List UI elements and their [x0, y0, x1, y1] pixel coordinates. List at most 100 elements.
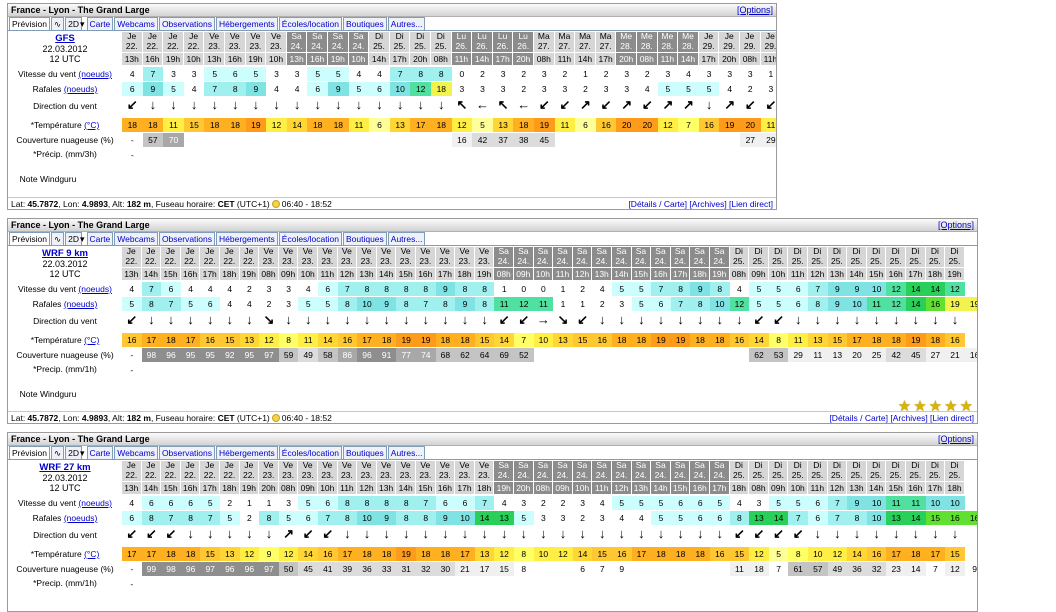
dir-cell: ↓ — [481, 526, 488, 541]
dir-cell: ↙ — [145, 526, 157, 541]
tab-boutiques[interactable]: Boutiques — [342, 232, 387, 245]
tab-webcams[interactable]: Webcams — [114, 232, 158, 245]
days-cell: Sa — [631, 247, 652, 257]
unit-link[interactable]: (noeuds) — [78, 284, 112, 294]
model-link[interactable]: WRF 9 km — [42, 248, 88, 259]
tab-carte[interactable]: Carte — [86, 446, 114, 459]
hours-cell: 12h — [337, 267, 358, 280]
timezone-offset: (UTC+1) — [234, 199, 270, 209]
hours-cell: 15h — [631, 267, 652, 280]
dir-cell: ↙ — [753, 526, 765, 541]
dir-cell: ↓ — [396, 97, 404, 112]
hours-cell: 13h — [204, 52, 225, 65]
wind-cell: 11 — [906, 496, 926, 510]
wind-cell: 9 — [827, 282, 848, 296]
wind-cell: 1 — [494, 282, 514, 296]
footer-links[interactable]: [Détails / Carte] [Archives] [Lien direc… — [829, 413, 974, 423]
gust-cell: 6 — [808, 511, 828, 525]
options-link[interactable]: [Options] — [937, 434, 974, 444]
cloud-cell — [631, 348, 652, 362]
tab-webcams[interactable]: Webcams — [114, 446, 158, 459]
tab-webcams[interactable]: Webcams — [114, 17, 158, 30]
tab-2d-dropdown[interactable]: 2D — [65, 232, 82, 245]
tab-autres[interactable]: Autres... — [387, 232, 426, 245]
unit-link[interactable]: (°C) — [84, 549, 100, 559]
tab-chart-icon[interactable]: ∿ — [50, 17, 65, 30]
hours-cell: 18h — [474, 481, 495, 494]
gust-cell: 9 — [245, 82, 267, 96]
chevron-down-icon[interactable]: ▾ — [79, 448, 85, 458]
row-label-cloud: Couverture nuageuse (%) — [8, 562, 122, 576]
unit-link[interactable]: (noeuds) — [63, 84, 98, 94]
unit-link[interactable]: (noeuds) — [63, 299, 98, 309]
wind-cell: 3 — [534, 67, 555, 81]
altitude-value: 182 m — [126, 199, 151, 209]
temp-cell: 18 — [161, 333, 181, 347]
days-cell: Sa — [533, 247, 554, 257]
tab-prevision[interactable]: Prévision — [9, 446, 50, 459]
tab-ecoles[interactable]: Écoles/location — [278, 446, 342, 459]
dates-cell: 22. — [122, 471, 142, 481]
cloud-cell: 16 — [964, 348, 977, 362]
unit-link[interactable]: (noeuds) — [63, 513, 98, 523]
days-cell: Di — [866, 461, 887, 471]
temp-cell: 12 — [239, 547, 260, 561]
tab-boutiques[interactable]: Boutiques — [342, 446, 387, 459]
tab-prevision[interactable]: Prévision — [9, 232, 50, 245]
temp-cell: 18 — [376, 547, 397, 561]
temp-cell: 17 — [886, 547, 906, 561]
tab-observations[interactable]: Observations — [158, 17, 216, 30]
dir-cell: ↓ — [951, 312, 959, 327]
cloud-cell — [616, 133, 637, 147]
tab-observations[interactable]: Observations — [158, 232, 216, 245]
hours-cell: 20h — [410, 52, 431, 65]
dir-cell: ↓ — [677, 526, 684, 541]
tab-autres[interactable]: Autres... — [387, 17, 426, 30]
days-cell: Ve — [337, 461, 358, 471]
tab-carte[interactable]: Carte — [86, 17, 114, 30]
temp-cell: 18 — [416, 547, 436, 561]
days-cell: Sa — [328, 32, 349, 42]
row-label-temp: *Température (°C) — [8, 547, 122, 561]
footer-links[interactable]: [Détails / Carte] [Archives] [Lien direc… — [628, 199, 773, 209]
dates-cell: 28. — [657, 42, 679, 52]
dates-cell: 25. — [906, 471, 926, 481]
tab-2d-dropdown[interactable]: 2D — [65, 17, 82, 30]
unit-link[interactable]: (noeuds) — [78, 498, 112, 508]
cloud-cell — [651, 348, 671, 362]
gust-cell: 2 — [513, 82, 534, 96]
unit-link[interactable]: (°C) — [84, 335, 100, 345]
chevron-down-icon[interactable]: ▾ — [79, 234, 85, 244]
model-link[interactable]: GFS — [55, 33, 75, 44]
days-cell: Ve — [416, 247, 436, 257]
tab-chart-icon[interactable]: ∿ — [50, 446, 65, 459]
tab-hebergements[interactable]: Hébergements — [216, 232, 278, 245]
hours-cell: 19h — [494, 481, 514, 494]
chevron-down-icon[interactable]: ▾ — [79, 19, 85, 29]
tab-autres[interactable]: Autres... — [387, 446, 426, 459]
temp-cell: 18 — [376, 333, 397, 347]
tab-hebergements[interactable]: Hébergements — [216, 17, 278, 30]
wind-cell: 12 — [886, 282, 906, 296]
hours-cell: 18h — [220, 481, 240, 494]
tab-ecoles[interactable]: Écoles/location — [278, 17, 342, 30]
hours-cell: 11h — [760, 52, 776, 65]
tab-boutiques[interactable]: Boutiques — [342, 17, 387, 30]
tab-ecoles[interactable]: Écoles/location — [278, 232, 342, 245]
gust-cell: 8 — [847, 511, 867, 525]
hours-cell: 14h — [396, 481, 416, 494]
tab-chart-icon[interactable]: ∿ — [50, 232, 65, 245]
tab-carte[interactable]: Carte — [86, 232, 114, 245]
model-link[interactable]: WRF 27 km — [39, 462, 91, 473]
tab-2d-dropdown[interactable]: 2D — [65, 446, 82, 459]
options-link[interactable]: [Options] — [937, 220, 974, 230]
tab-hebergements[interactable]: Hébergements — [216, 446, 278, 459]
options-link[interactable]: [Options] — [736, 5, 773, 15]
dates-cell: 22. — [183, 42, 205, 52]
tab-prevision[interactable]: Prévision — [9, 17, 50, 30]
dir-cell: ↓ — [500, 526, 508, 541]
gust-cell: 4 — [266, 82, 287, 96]
unit-link[interactable]: (°C) — [84, 120, 100, 130]
tab-observations[interactable]: Observations — [158, 446, 216, 459]
unit-link[interactable]: (noeuds) — [78, 69, 112, 79]
